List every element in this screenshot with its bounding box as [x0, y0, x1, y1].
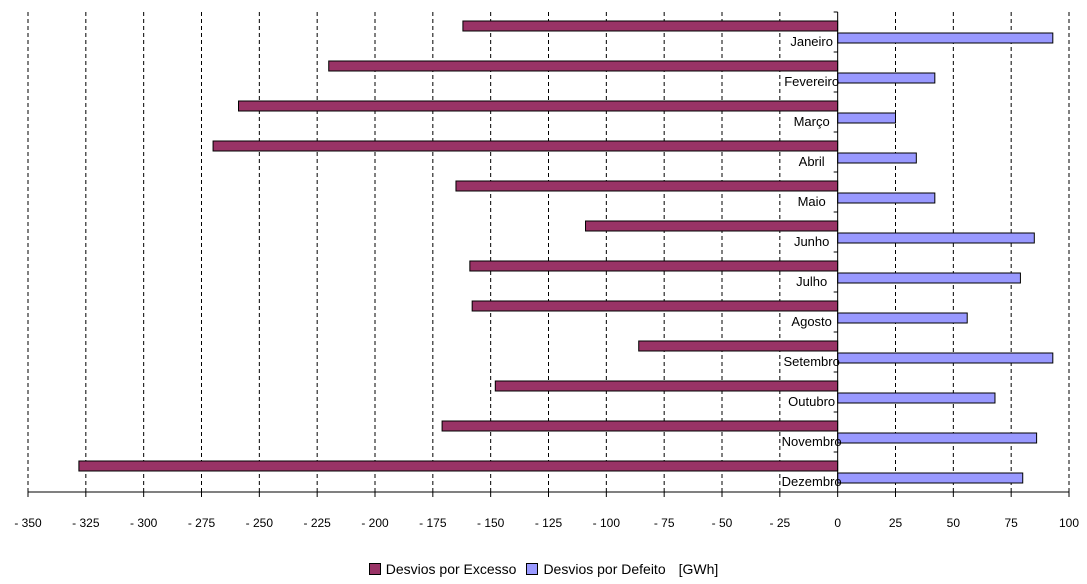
legend-label-defeito: Desvios por Defeito	[543, 561, 666, 577]
category-label: Julho	[796, 274, 827, 289]
x-tick-label: - 50	[712, 516, 733, 530]
category-label: Abril	[799, 154, 825, 169]
x-tick-label: - 250	[246, 516, 274, 530]
bar-excesso	[469, 260, 839, 272]
category-label: Fevereiro	[784, 74, 839, 89]
bar-excesso	[455, 180, 839, 192]
legend-swatch-defeito	[526, 563, 539, 575]
x-tick-label: 0	[834, 516, 841, 530]
bar-excesso	[585, 220, 839, 232]
x-tick-labels: - 350- 325- 300- 275- 250- 225- 200- 175…	[14, 516, 1079, 530]
legend-swatch-excesso	[368, 563, 381, 575]
bar-defeito	[837, 392, 996, 404]
bar-chart: Janeiro Fevereiro Março Abril Maio Junho Julho…	[14, 11, 1079, 530]
category-label: Outubro	[788, 394, 835, 409]
bar-excesso	[212, 140, 839, 152]
category-labels: Janeiro Fevereiro Março Abril Maio Junho Julho…	[782, 34, 842, 489]
bar-defeito	[837, 72, 936, 84]
x-tick-label: - 300	[130, 516, 158, 530]
bar-defeito	[837, 432, 1038, 444]
x-tick-label: - 150	[477, 516, 505, 530]
legend-label-excesso: Desvios por Excesso	[385, 561, 517, 577]
category-label: Setembro	[783, 354, 839, 369]
bar-excesso	[494, 380, 839, 392]
x-tick-label: 25	[889, 516, 903, 530]
bar-excesso	[462, 20, 839, 32]
bar-excesso	[78, 460, 839, 472]
bar-excesso	[328, 60, 839, 72]
bar-defeito	[837, 312, 968, 324]
bars	[78, 20, 1054, 484]
x-tick-label: 75	[1004, 516, 1018, 530]
x-tick-label: - 200	[361, 516, 389, 530]
bar-excesso	[638, 340, 839, 352]
x-tick-label: - 350	[14, 516, 42, 530]
x-tick-label: - 275	[188, 516, 216, 530]
x-tick-label: - 175	[419, 516, 447, 530]
category-label: Dezembro	[782, 474, 842, 489]
axes	[27, 11, 1070, 497]
legend-item-defeito: Desvios por Defeito [GWh]	[526, 561, 718, 577]
legend-item-excesso: Desvios por Excesso	[368, 561, 517, 577]
bar-excesso	[471, 300, 839, 312]
category-label: Janeiro	[790, 34, 833, 49]
bar-defeito	[837, 272, 1021, 284]
x-tick-label: - 225	[303, 516, 331, 530]
legend: Desvios por Excesso Desvios por Defeito …	[0, 557, 1087, 581]
bar-defeito	[837, 112, 897, 124]
grid-lines	[27, 12, 1070, 492]
category-label: Maio	[798, 194, 826, 209]
category-label: Agosto	[791, 314, 831, 329]
bar-excesso	[441, 420, 839, 432]
bar-excesso	[238, 100, 839, 112]
x-tick-label: - 125	[535, 516, 563, 530]
x-tick-label: - 100	[593, 516, 621, 530]
x-tick-label: 50	[947, 516, 961, 530]
bar-defeito	[837, 32, 1054, 44]
x-tick-label: - 325	[72, 516, 100, 530]
x-tick-label: 100	[1059, 516, 1079, 530]
x-tick-label: - 75	[654, 516, 675, 530]
legend-unit-label: [GWh]	[678, 561, 719, 577]
category-label: Novembro	[782, 434, 842, 449]
bar-defeito	[837, 352, 1054, 364]
bar-defeito	[837, 472, 1024, 484]
bar-defeito	[837, 192, 936, 204]
bar-defeito	[837, 152, 917, 164]
bar-defeito	[837, 232, 1035, 244]
x-tick-label: - 25	[769, 516, 790, 530]
category-label: Junho	[794, 234, 829, 249]
category-label: Março	[794, 114, 830, 129]
